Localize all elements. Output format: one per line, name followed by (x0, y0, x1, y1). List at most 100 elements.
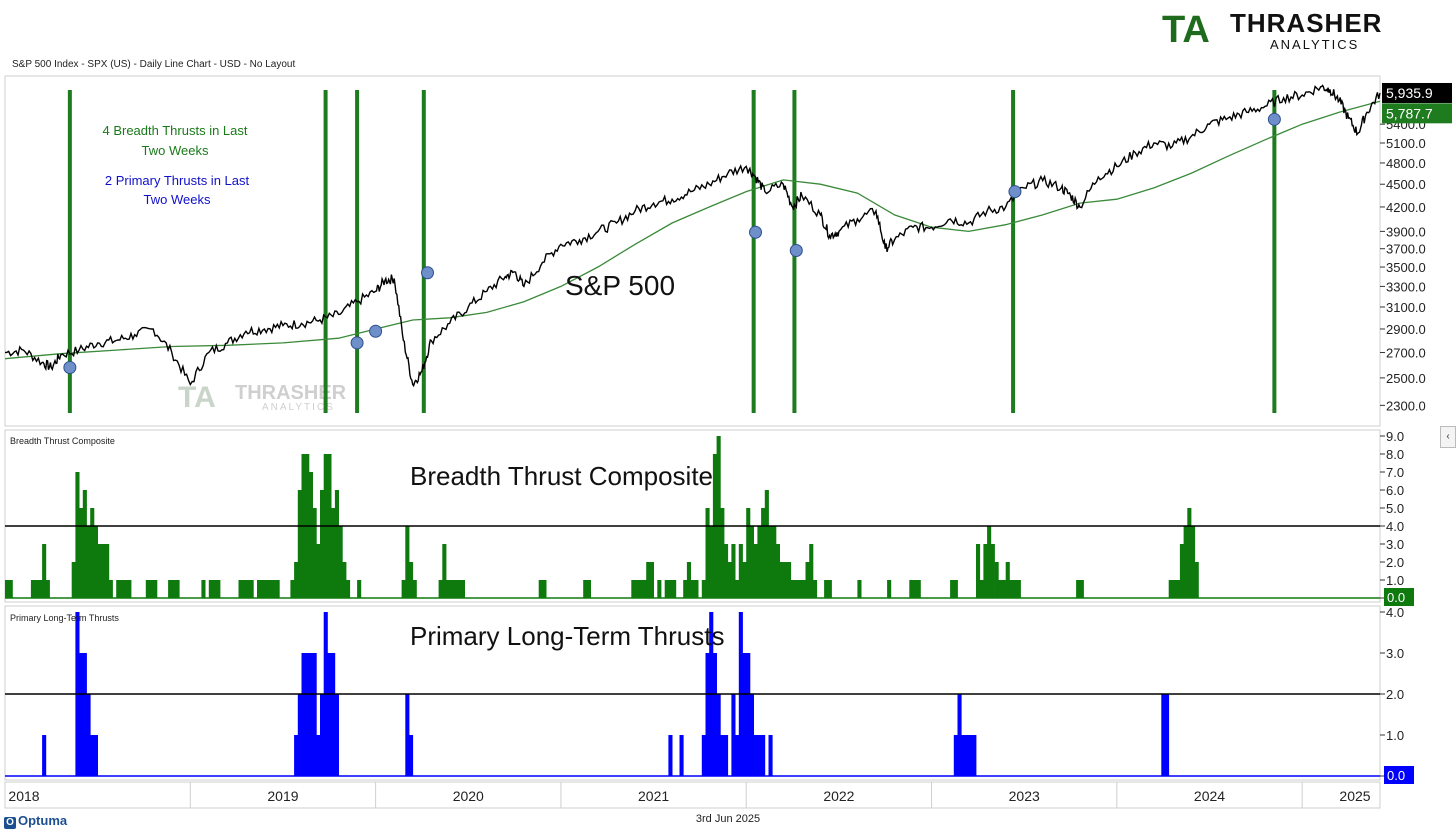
p2-bar-203 (757, 526, 762, 598)
price-tick-label-9: 4200.0 (1386, 200, 1426, 215)
p2-bar-144 (538, 580, 543, 598)
footer-date: 3rd Jun 2025 (695, 813, 761, 825)
p2-tick-label-2: 2.0 (1386, 555, 1404, 570)
p2-bar-171 (638, 580, 643, 598)
p2-bar-266 (990, 544, 995, 598)
p2-bar-117 (438, 580, 443, 598)
watermark-main: THRASHER (235, 382, 347, 404)
p2-bar-20 (79, 508, 84, 598)
p3-bar-201 (749, 694, 754, 776)
p2-tick-label-7: 7.0 (1386, 465, 1404, 480)
p2-bar-172 (642, 580, 647, 598)
p2-bar-207 (772, 526, 777, 598)
p3-bar-206 (768, 735, 773, 776)
p2-bar-320 (1191, 526, 1196, 598)
p3-bar-261 (972, 735, 977, 776)
p2-tick-label-6: 6.0 (1386, 483, 1404, 498)
p2-bar-190 (709, 526, 714, 598)
p2-bar-66 (249, 580, 254, 598)
sp500-price-line (4, 84, 1381, 388)
p2-bar-173 (646, 562, 651, 598)
p2-bar-27 (105, 544, 110, 598)
p2-bar-64 (242, 580, 247, 598)
logo-main-text: THRASHER (1230, 8, 1382, 38)
p2-bar-70 (264, 580, 269, 598)
p2-bar-109 (409, 562, 414, 598)
p2-bar-0 (5, 580, 10, 598)
p2-bar-264 (983, 544, 988, 598)
p2-bar-39 (149, 580, 154, 598)
thrust-line-1 (323, 90, 328, 413)
p3-bar-109 (409, 735, 414, 776)
p2-bar-72 (271, 580, 276, 598)
price-tick-label-2: 2700.0 (1386, 346, 1426, 361)
p3-bar-21 (82, 653, 87, 776)
p3-tick-label-2: 2.0 (1386, 687, 1404, 702)
p3-bar-179 (668, 735, 673, 776)
p3-bar-196 (731, 694, 736, 776)
price-panel: 2300.0 2500.0 2700.0 2900.0 3100.0 3300.0 3500… (4, 82, 1452, 413)
panel-frame-3 (4, 605, 1381, 781)
price-tick-label-5: 3300.0 (1386, 279, 1426, 294)
p2-bar-265 (987, 526, 992, 598)
p2-bar-256 (953, 580, 958, 598)
p2-bar-24 (93, 526, 98, 598)
p2-bar-211 (787, 562, 792, 598)
p2-bar-183 (683, 580, 688, 598)
p2-bar-25 (97, 544, 102, 598)
p2-bar-215 (801, 580, 806, 598)
p2-bar-255 (950, 580, 955, 598)
p3-bar-20 (79, 653, 84, 776)
p2-bar-84 (316, 544, 321, 598)
breadth-panel: 1.0 2.0 3.0 4.0 5.0 6.0 7.0 8.0 9.0 0.0 (5, 429, 1414, 606)
panel-frame-2 (4, 429, 1381, 603)
p2-bar-202 (753, 544, 758, 598)
thrust-marker-2 (369, 324, 383, 338)
thrust-line-3 (421, 90, 426, 413)
thrust-line-2 (355, 90, 360, 413)
p2-bar-184 (686, 562, 691, 598)
panel-frame-1 (4, 75, 1381, 427)
breadth-panel-label: Breadth Thrust Composite (410, 461, 713, 491)
p2-tick-label-8: 8.0 (1386, 447, 1404, 462)
p3-bar-84 (316, 735, 321, 776)
p2-bar-8 (34, 580, 39, 598)
p2-tick-label-5: 5.0 (1386, 501, 1404, 516)
p2-bar-194 (724, 544, 729, 598)
p2-bar-69 (260, 580, 265, 598)
p2-bar-201 (749, 526, 754, 598)
chart-info-header: S&P 500 Index - SPX (US) - Daily Line Ch… (12, 59, 296, 70)
last-price-label: 5,935.9 (1386, 85, 1433, 101)
p2-bar-188 (701, 580, 706, 598)
year-label-1: 2019 (267, 788, 298, 804)
watermark-logo: TA THRASHER ANALYTICS (178, 381, 347, 414)
p3-bar-193 (720, 735, 725, 776)
thrust-marker-6 (1008, 185, 1022, 199)
p2-bar-186 (694, 580, 699, 598)
p2-bar-85 (320, 490, 325, 598)
moving-average-line (4, 100, 1381, 360)
p2-bar-192 (716, 436, 721, 598)
thrust-marker-1 (350, 336, 364, 350)
p2-bar-33 (127, 580, 132, 598)
p2-bar-68 (257, 580, 262, 598)
p2-bar-200 (746, 508, 751, 598)
p2-last-label: 0.0 (1387, 590, 1405, 605)
p2-bar-11 (45, 580, 50, 598)
p2-bar-290 (1079, 580, 1084, 598)
p3-bar-24 (93, 735, 98, 776)
primary-note-line2: Two Weeks (144, 192, 211, 207)
p2-bar-123 (460, 580, 465, 598)
panel-frames (4, 75, 1381, 809)
thrust-line-0 (67, 90, 72, 413)
p2-bar-273 (1016, 580, 1021, 598)
year-label-0: 2018 (8, 788, 39, 804)
p2-bar-55 (208, 580, 213, 598)
p2-bar-178 (664, 580, 669, 598)
p2-bar-157 (586, 580, 591, 598)
p2-bar-314 (1168, 580, 1173, 598)
p3-bar-23 (90, 735, 95, 776)
year-label-2: 2020 (453, 788, 484, 804)
p3-bar-204 (761, 735, 766, 776)
p2-bar-170 (635, 580, 640, 598)
